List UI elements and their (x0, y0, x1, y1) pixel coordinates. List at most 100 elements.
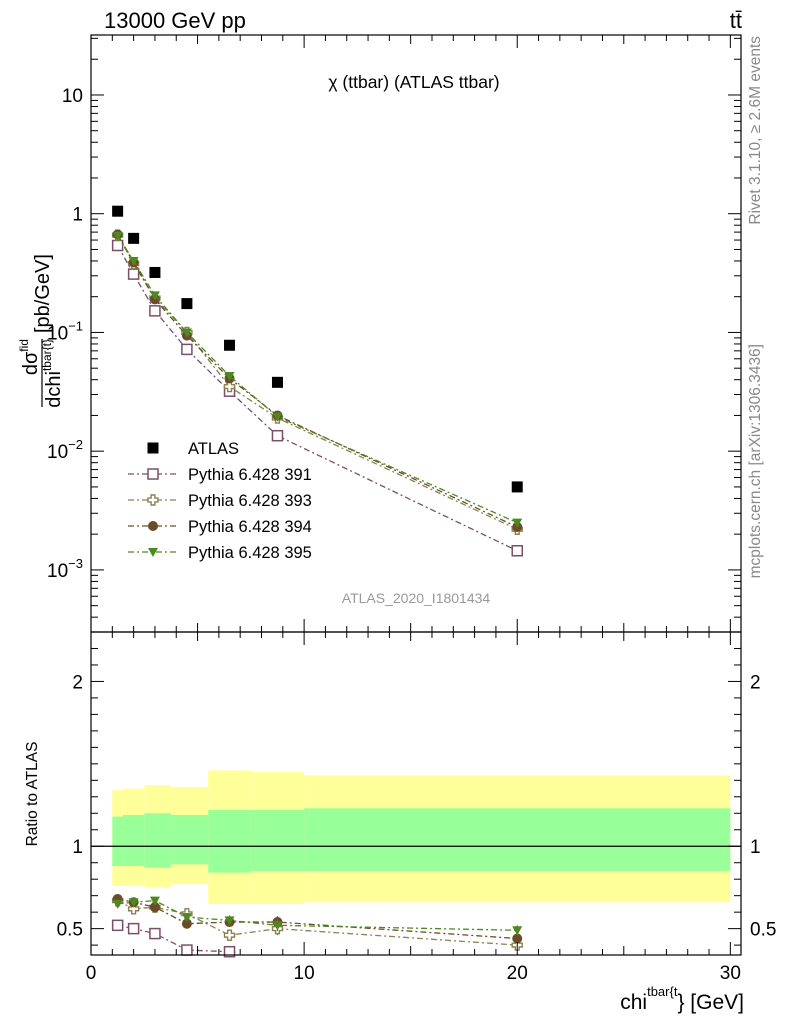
ratio-series-line (117, 899, 518, 931)
band-bin (250, 809, 305, 871)
x-tick-label: 30 (720, 963, 741, 984)
x-label-sup: tbar{t (647, 984, 678, 999)
data-point (127, 268, 140, 280)
y-label-denominator-sup: tbar{t} (40, 339, 54, 371)
ratio-y-tick-label-right: 2 (750, 672, 761, 693)
legend-entry: Pythia 6.428 395 (128, 544, 312, 562)
legend-marker (147, 468, 159, 480)
data-point (128, 256, 139, 266)
series-pythia-6-428-391 (111, 239, 523, 557)
series-line (117, 234, 518, 528)
ratio-point (181, 913, 192, 923)
ratio-point (149, 902, 160, 913)
band-bin (170, 814, 209, 865)
ratio-series-layer (111, 893, 523, 958)
ratio-y-tick-label-right: 1 (750, 837, 761, 858)
y-tick-label: 10−1 (47, 318, 83, 344)
x-tick-label: 20 (507, 963, 528, 984)
legend-entry: Pythia 6.428 394 (128, 518, 312, 536)
ratio-point (111, 919, 124, 932)
ratio-y-axis-label: Ratio to ATLAS (24, 742, 41, 847)
ratio-point (224, 916, 235, 926)
ratio-point (181, 918, 192, 929)
rivet-version-label: Rivet 3.1.10, ≥ 2.6M events (747, 36, 764, 225)
main-axis-ticks: 10−3 10−2 10−1 1 10 (47, 35, 741, 633)
band-stat-uncertainty (112, 808, 731, 873)
legend-label: Pythia 6.428 391 (188, 466, 312, 484)
legend-marker (147, 442, 159, 454)
series-atlas (112, 205, 523, 493)
data-point (511, 481, 523, 493)
legend-marker (147, 494, 159, 506)
x-tick-label: 0 (86, 963, 97, 984)
data-point (272, 412, 283, 422)
data-point (149, 266, 161, 278)
legend: ATLAS Pythia 6.428 391 Pythia 6.428 393 Pyt… (128, 440, 312, 562)
main-panel-title: χ (ttbar) (ATLAS ttbar) (328, 72, 499, 92)
data-point (224, 339, 236, 351)
x-label-rest: } [GeV] (677, 991, 744, 1014)
main-series-layer (111, 205, 523, 557)
ratio-axis-ticks: 0.5 0.51 12 20 10 20 30 (57, 632, 776, 984)
ratio-series-line (117, 900, 518, 946)
header-final-state-label: tt̄ (730, 8, 742, 33)
ratio-point (127, 922, 140, 935)
data-point (112, 205, 124, 217)
ratio-point (149, 896, 160, 906)
band-bin (208, 809, 251, 873)
band-bin (112, 816, 123, 867)
ratio-y-tick-label-right: 0.5 (750, 920, 776, 941)
series-pythia-6-428-393 (111, 229, 523, 535)
legend-marker (148, 548, 158, 557)
legend-marker (148, 521, 158, 531)
band-bin (122, 814, 145, 867)
x-tick-label: 10 (294, 963, 315, 984)
y-label-numerator: dσ (20, 351, 42, 375)
data-point (223, 380, 236, 393)
ratio-y-tick-label-left: 1 (72, 837, 83, 858)
series-line (117, 245, 518, 552)
legend-label: Pythia 6.428 394 (188, 518, 312, 536)
legend-label: Pythia 6.428 395 (188, 544, 312, 562)
analysis-reference-label: ATLAS_2020_I1801434 (342, 590, 491, 606)
band-bin (304, 808, 731, 871)
data-point (128, 232, 140, 244)
series-pythia-6-428-395 (112, 231, 523, 528)
ratio-point (223, 945, 236, 958)
ratio-series-pythia-6-428-393 (111, 894, 523, 951)
data-point (149, 291, 160, 301)
data-point (224, 371, 235, 381)
band-bin (144, 813, 171, 868)
data-point (512, 518, 523, 528)
data-point (111, 239, 124, 252)
ratio-point (112, 899, 123, 909)
series-line (117, 235, 518, 524)
legend-entry: Pythia 6.428 393 (128, 492, 312, 510)
legend-entry: Pythia 6.428 391 (128, 466, 312, 484)
y-label-unit: [pb/GeV] (32, 254, 54, 333)
series-pythia-6-428-394 (112, 229, 523, 532)
header-process-label: 13000 GeV pp (104, 8, 246, 33)
svg-text:dσfid: dσfid (17, 339, 42, 375)
data-point (271, 429, 284, 442)
svg-text:dchitbar{t}: dchitbar{t} (40, 339, 65, 408)
ratio-point (127, 903, 140, 915)
series-line (117, 234, 518, 530)
ratio-point (272, 921, 283, 931)
ratio-point (512, 933, 523, 944)
main-panel: χ (ttbar) (ATLAS ttbar) 10−310−210−1110 … (47, 34, 742, 633)
y-tick-label: 10−3 (47, 556, 83, 582)
data-point (181, 343, 193, 356)
ratio-point (149, 927, 161, 940)
data-point (149, 305, 161, 317)
data-point (181, 328, 192, 338)
ratio-panel-frame (90, 631, 742, 956)
y-label-numerator-sup: fid (17, 339, 31, 352)
ratio-y-tick-label-left: 2 (72, 672, 83, 693)
mcplots-reference-label: mcplots.cern.ch [arXiv:1306.3436] (747, 344, 764, 578)
ratio-point (512, 926, 523, 936)
y-tick-label: 10 (62, 86, 83, 107)
legend-entry: ATLAS (147, 440, 239, 458)
ratio-uncertainty-bands (112, 770, 731, 904)
